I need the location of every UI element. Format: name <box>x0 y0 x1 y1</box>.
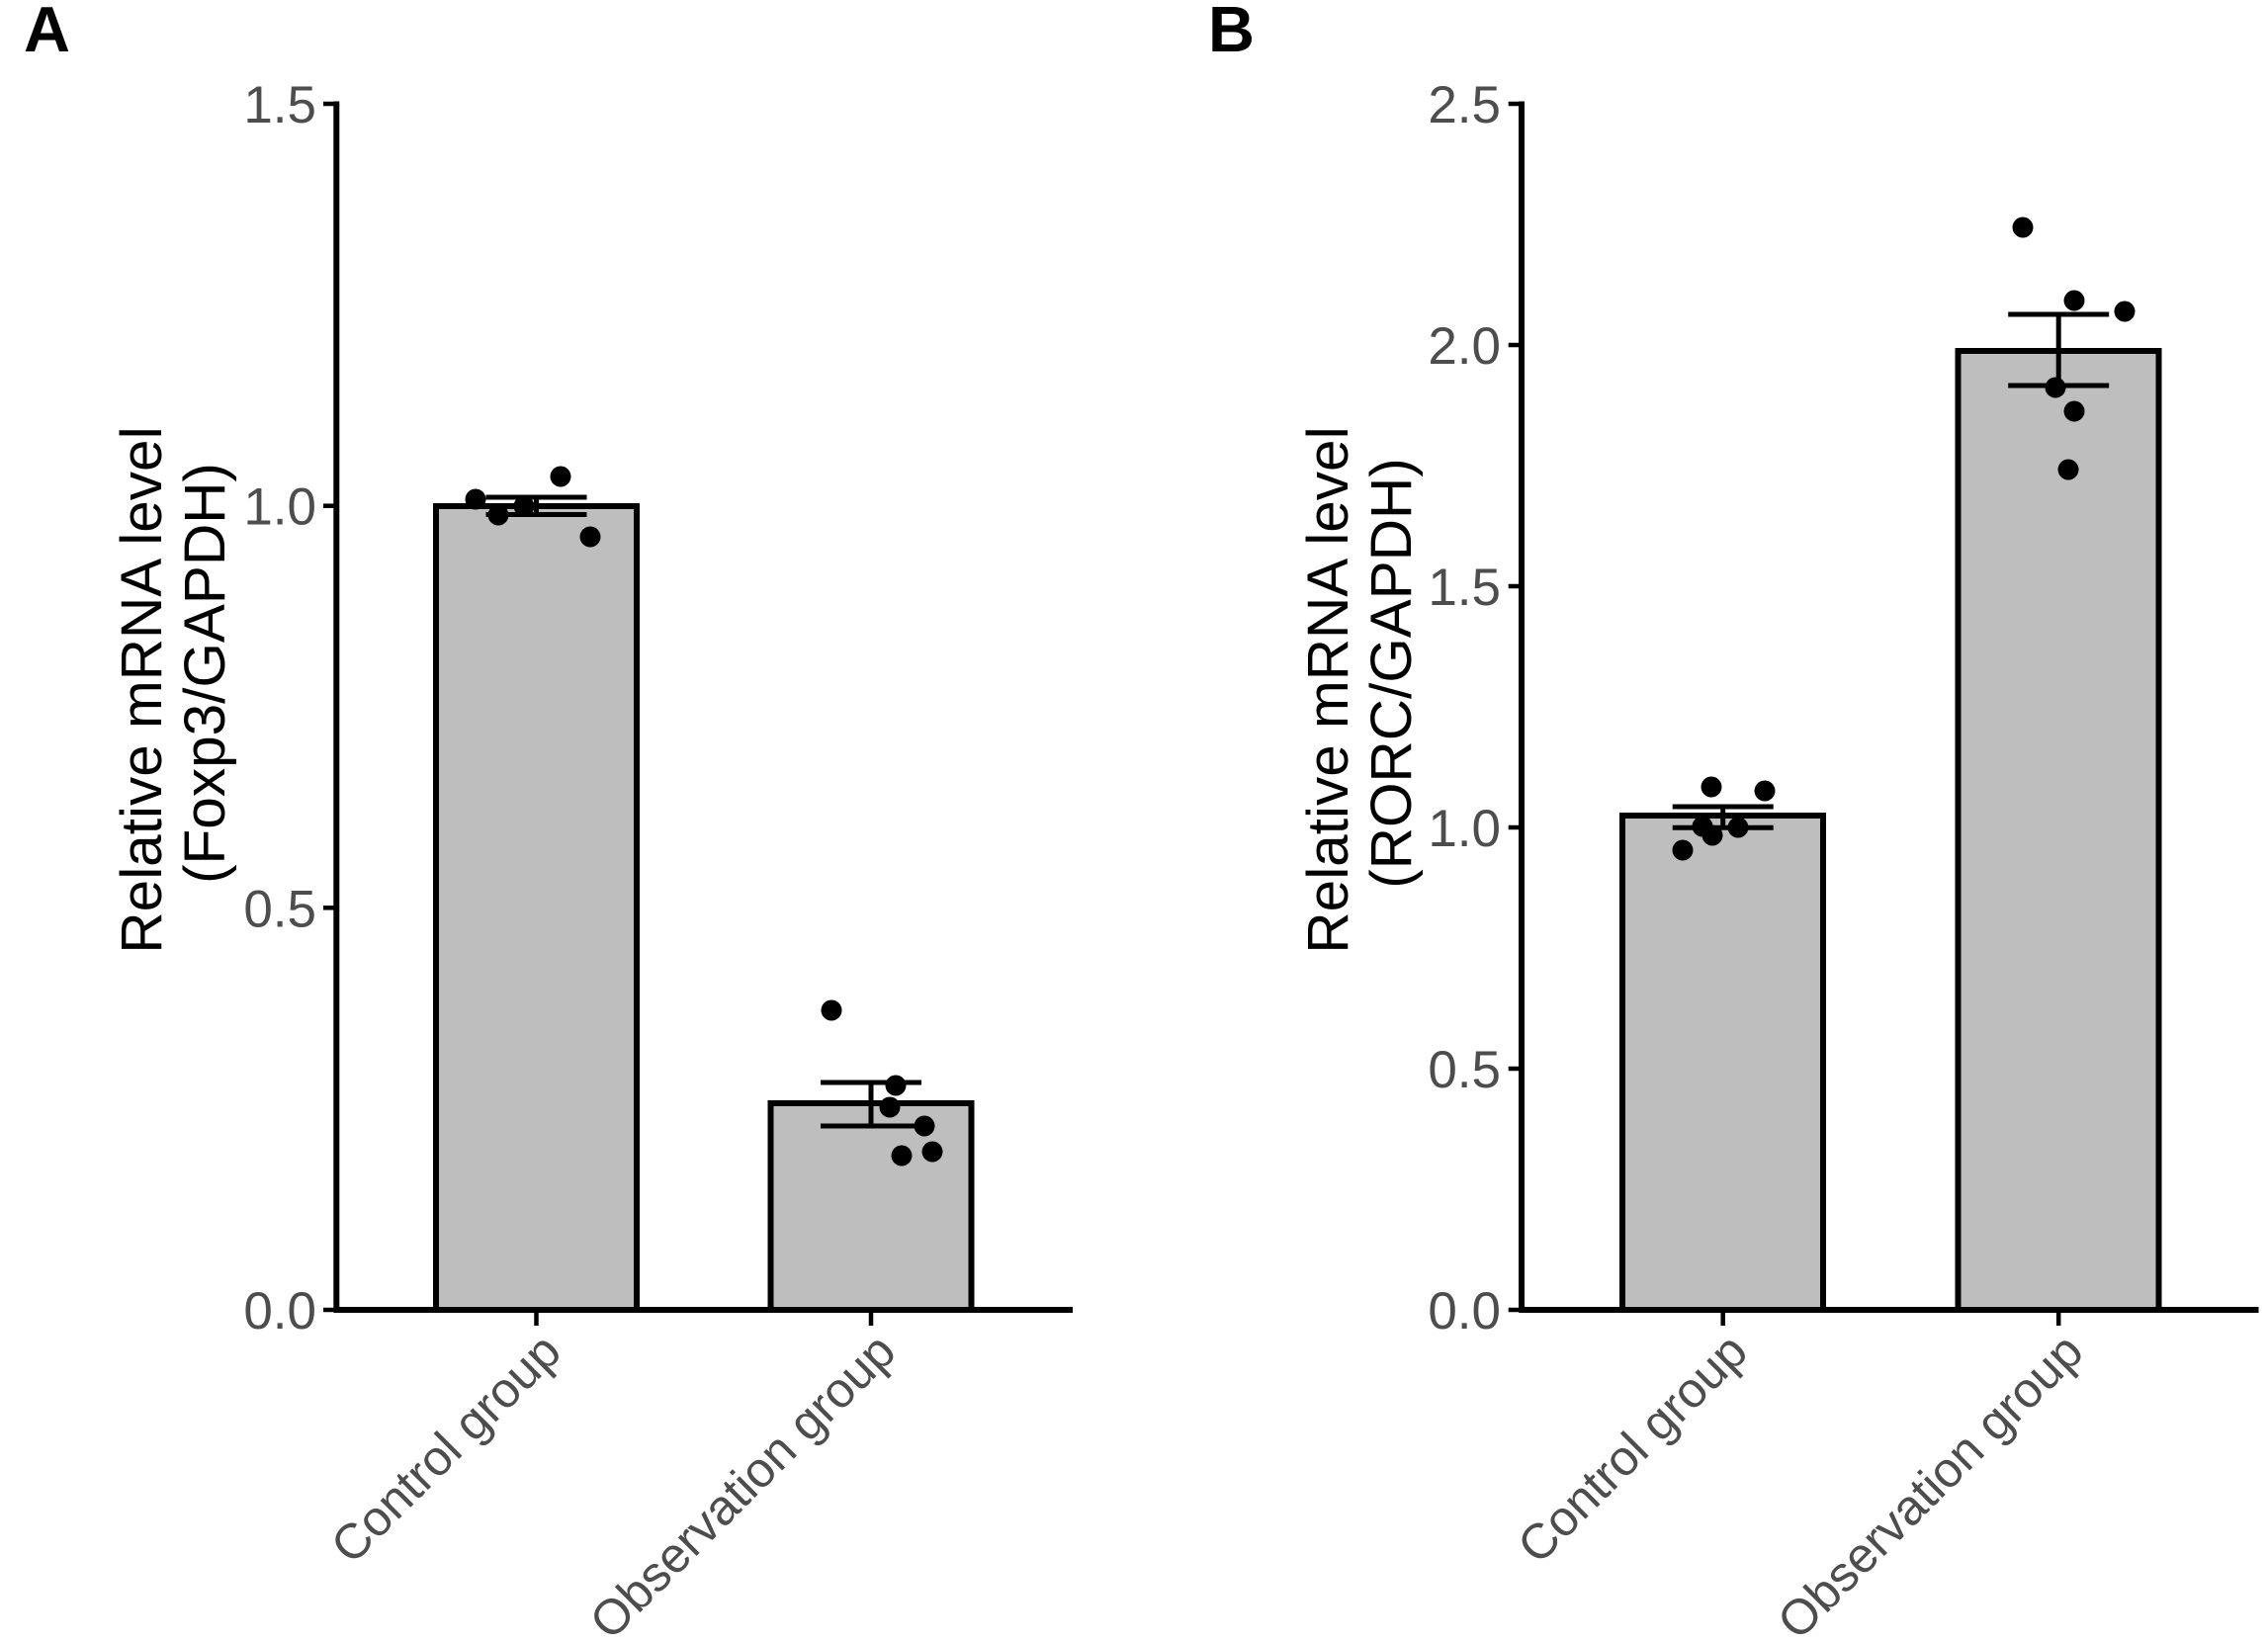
svg-text:A: A <box>24 0 70 65</box>
svg-text:2.5: 2.5 <box>1428 76 1501 134</box>
svg-text:(Foxp3/GAPDH): (Foxp3/GAPDH) <box>173 463 237 884</box>
svg-text:(RORC/GAPDH): (RORC/GAPDH) <box>1359 458 1424 889</box>
svg-text:Relative mRNA level: Relative mRNA level <box>110 426 174 953</box>
svg-text:1.0: 1.0 <box>1428 800 1501 858</box>
svg-text:0.5: 0.5 <box>1428 1041 1501 1099</box>
svg-text:1.0: 1.0 <box>243 478 316 537</box>
svg-text:2.0: 2.0 <box>1428 317 1501 376</box>
svg-text:0.0: 0.0 <box>1428 1282 1501 1340</box>
svg-text:0.5: 0.5 <box>243 880 316 938</box>
svg-text:1.5: 1.5 <box>243 76 316 134</box>
svg-text:Relative mRNA level: Relative mRNA level <box>1296 426 1360 953</box>
svg-text:B: B <box>1208 0 1255 65</box>
svg-text:0.0: 0.0 <box>243 1282 316 1340</box>
svg-text:1.5: 1.5 <box>1428 559 1501 617</box>
